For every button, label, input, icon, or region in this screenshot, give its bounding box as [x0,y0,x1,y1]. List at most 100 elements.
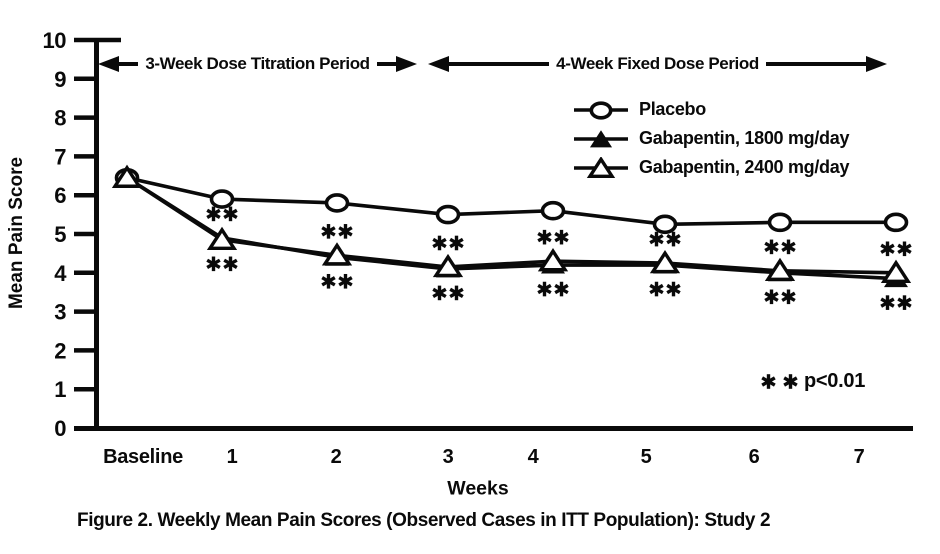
legend-entry: Gabapentin, 1800 mg/day [572,124,849,153]
significance-asterisk [537,229,552,245]
legend: Placebo Gabapentin, 1800 mg/day Gabapentin… [572,95,849,182]
significance-asterisk [321,273,336,289]
arrow-shaft [119,62,139,66]
open-triangle-marker [111,164,143,188]
figure-caption: Figure 2. Weekly Mean Pain Scores (Obser… [77,510,771,531]
series-line-gabapentin-2400 [126,176,897,275]
open-circle-icon [574,100,628,120]
significance-asterisk [783,374,798,389]
x-tick-label: Baseline [103,446,183,468]
significance-asterisk [649,231,664,247]
open-triangle-marker [321,242,353,266]
y-axis-title: Mean Pain Score [6,156,27,310]
x-tick-label: 3 [442,446,454,468]
filled-triangle-marker [589,129,613,147]
titration-period-label: 3-Week Dose Titration Period [145,54,370,73]
legend-label: Gabapentin, 1800 mg/day [639,128,850,148]
significance-asterisk [432,235,447,251]
significance-asterisk [649,281,664,297]
y-tick-label: 4 [54,261,67,286]
y-tick-label: 10 [43,28,67,53]
y-tick-label: 7 [54,144,66,169]
y-tick-label: 8 [54,106,66,131]
open-triangle-marker [206,226,238,251]
arrow-left-icon [98,56,119,72]
significance-note: p<0.01 [760,370,865,393]
significance-asterisk [897,241,912,257]
significance-asterisk [537,281,552,297]
series-line-placebo [126,175,896,227]
legend-label: Placebo [639,99,706,119]
open-triangle-marker [432,253,464,278]
significance-asterisk [764,239,779,255]
open-triangle-icon [574,156,628,178]
open-circle-marker [883,212,909,233]
significance-asterisk [321,224,336,239]
significance-asterisk [880,295,895,310]
open-triangle-marker [764,257,796,282]
fixed-dose-period-label: 4-Week Fixed Dose Period [556,54,759,73]
significance-asterisk [761,374,776,389]
significance-asterisk [432,285,447,301]
arrow-right-icon [866,56,888,72]
significance-asterisk [781,239,796,255]
open-triangle-marker [880,259,912,283]
significance-asterisk [206,256,221,272]
x-tick-label: 5 [640,446,652,468]
significance-asterisk [783,374,798,389]
legend-entry: Placebo [572,95,849,124]
y-tick-label: 9 [54,67,66,92]
arrow-shaft [449,62,550,66]
x-tick-label: 1 [226,446,238,468]
open-triangle-marker [537,248,569,272]
significance-asterisk [206,206,221,222]
arrow-shaft [765,62,867,66]
significance-asterisk [223,206,238,222]
significance-asterisk [666,231,681,247]
significance-asterisk [761,374,776,389]
open-circle-marker [767,212,793,233]
x-tick-label: 4 [527,446,539,468]
legend-entry: Gabapentin, 2400 mg/day [572,153,849,182]
open-circle-marker [540,200,566,221]
x-tick-label: 6 [748,446,760,468]
x-tick-label: 7 [853,446,865,468]
open-triangle-marker [649,249,681,274]
x-tick-label: 2 [330,446,342,468]
arrow-right-icon [396,56,417,72]
legend-label: Gabapentin, 2400 mg/day [639,157,850,177]
open-circle-marker [589,100,613,120]
x-axis-title: Weeks [447,477,509,500]
significance-asterisk [897,295,912,310]
y-tick-label: 5 [54,222,66,247]
y-tick-label: 0 [54,416,66,441]
significance-asterisk [781,289,796,305]
significance-asterisk [764,289,779,305]
significance-asterisk [223,256,238,272]
significance-asterisk [449,235,464,251]
open-circle-marker [652,214,678,235]
significance-asterisk [338,273,353,289]
filled-triangle-icon [574,129,628,147]
significance-asterisk [449,285,464,301]
significance-asterisk [554,229,569,245]
p-value-text: p<0.01 [804,370,866,392]
open-circle-marker [209,189,235,209]
y-tick-label: 3 [54,300,66,325]
y-tick-label: 1 [54,377,66,402]
arrow-shaft [376,62,396,66]
y-tick-label: 6 [54,183,66,208]
significance-asterisk [666,281,681,297]
significance-asterisk [554,281,569,297]
arrow-left-icon [428,56,449,72]
fixed-dose-period-annotation: 4-Week Fixed Dose Period [428,53,888,75]
significance-asterisk [880,241,895,257]
open-triangle-marker [586,156,616,178]
open-circle-marker [324,193,350,213]
y-tick-label: 2 [54,338,66,363]
open-circle-marker [435,204,461,225]
titration-period-annotation: 3-Week Dose Titration Period [98,53,417,75]
significance-asterisk [338,224,353,239]
